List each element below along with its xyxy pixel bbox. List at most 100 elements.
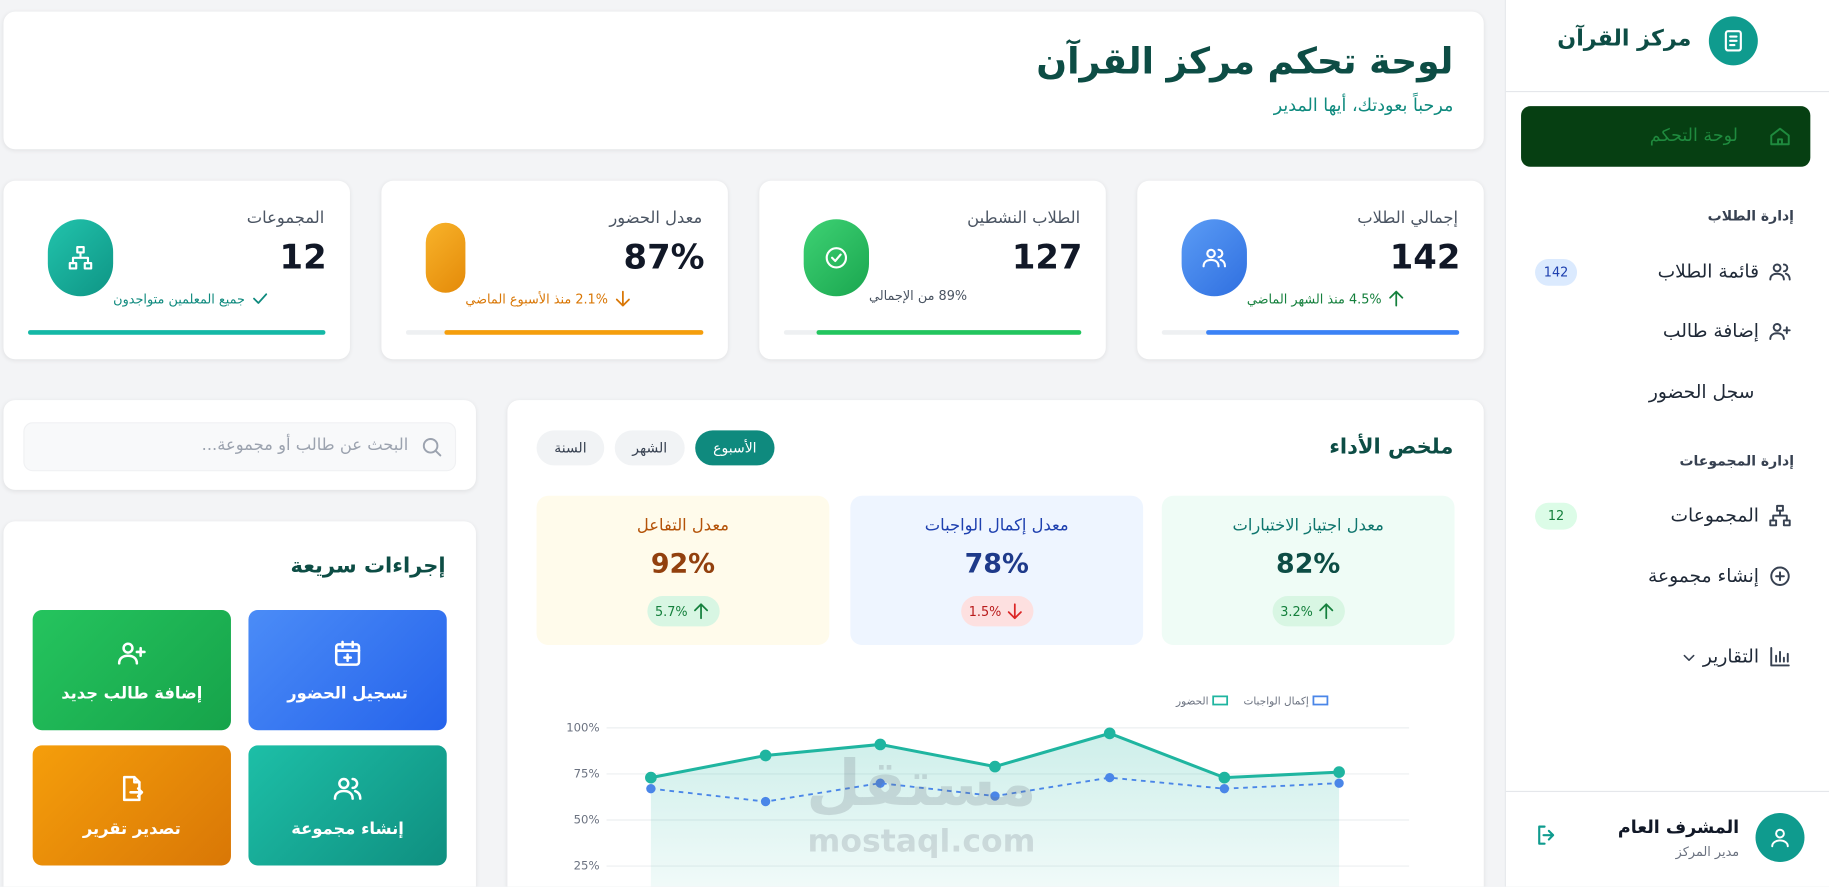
nav-section: إدارة المجموعات — [1679, 452, 1795, 469]
nav-section: إدارة الطلاب — [1707, 207, 1795, 224]
search-input[interactable]: البحث عن طالب أو مجموعة... — [23, 422, 457, 472]
data-point — [1334, 778, 1344, 788]
user-name: المشرف العام — [1617, 816, 1740, 838]
data-point — [1333, 766, 1345, 778]
nav-badge: 12 — [1535, 502, 1578, 530]
nav-label: إنشاء مجموعة — [1647, 564, 1760, 587]
page-title: لوحة تحكم مركز القرآن — [1036, 40, 1454, 83]
nav-item[interactable]: إضافة طالب — [1529, 308, 1809, 355]
data-point — [874, 738, 887, 751]
stat-value: 142 — [1389, 236, 1461, 277]
nav-item[interactable]: إنشاء مجموعة — [1529, 553, 1809, 600]
action-label: تصدير تقرير — [82, 820, 181, 839]
stat-label: الطلاب النشطين — [967, 208, 1081, 228]
logout[interactable] — [1534, 822, 1560, 848]
data-point — [759, 749, 772, 762]
metric-badge: 3.2% — [1272, 596, 1345, 627]
divider — [1505, 790, 1829, 793]
stat-value: 127 — [1011, 236, 1083, 277]
icon — [1769, 263, 1791, 281]
tab[interactable]: الأسبوع — [695, 430, 775, 466]
stat-note-row: جميع المعلمين متواجدون — [113, 288, 270, 309]
icon — [122, 775, 144, 802]
divider — [1505, 90, 1829, 93]
section-title: ملخص الأداء — [1329, 435, 1454, 460]
data-point — [875, 778, 885, 788]
action-label: إضافة طالب جديد — [61, 684, 203, 704]
icon — [694, 603, 709, 620]
icon — [1769, 323, 1791, 341]
stat-note: جميع المعلمين متواجدون — [113, 291, 245, 307]
data-point — [1218, 771, 1231, 784]
data-point — [1105, 772, 1115, 783]
nav-item[interactable]: المجموعات 12 — [1529, 492, 1809, 539]
stat-label: معدل الحضور — [609, 208, 703, 228]
metric-label: معدل اجتياز الاختبارات — [1232, 516, 1384, 536]
icon — [1538, 825, 1555, 845]
action-button[interactable]: تصدير تقرير — [32, 745, 231, 866]
y-tick-label: 75% — [574, 766, 600, 780]
metric-card: معدل اجتياز الاختبارات 82% 3.2% — [1161, 495, 1455, 646]
icon — [253, 293, 268, 304]
area — [650, 733, 1340, 887]
stat-card: معدل الحضور 87% 2.1% منذ الأسبوع الماضي — [381, 180, 728, 360]
action-label: تسجيل الحضور — [287, 684, 408, 704]
tab[interactable]: السنة — [536, 430, 605, 466]
action-button[interactable]: إنشاء مجموعة — [248, 745, 447, 866]
stat-icon — [425, 222, 466, 293]
legend-label: إكمال الواجبات — [1243, 696, 1308, 708]
icon — [1389, 290, 1404, 307]
metric-change: 1.5% — [968, 603, 1002, 619]
icon — [616, 290, 631, 307]
data-point — [1219, 784, 1230, 794]
search-placeholder: البحث عن طالب أو مجموعة... — [201, 436, 409, 455]
icon — [1724, 30, 1742, 52]
nav-label: التقارير — [1702, 645, 1760, 668]
stat-label: المجموعات — [246, 208, 325, 228]
data-point — [760, 796, 771, 807]
action-button[interactable]: تسجيل الحضور — [248, 610, 447, 731]
nav-active[interactable]: لوحة التحكم — [1521, 106, 1811, 167]
user-role: مدير المركز — [1675, 844, 1740, 860]
nav-item[interactable]: التقارير — [1529, 633, 1809, 680]
stat-card: إجمالي الطلاب 142 4.5% منذ الشهر الماضي — [1137, 180, 1484, 360]
icon — [1770, 566, 1790, 586]
stat-value: 87% — [623, 236, 705, 277]
legend-swatch — [1212, 695, 1229, 706]
stat-note: 2.1% منذ الأسبوع الماضي — [465, 291, 608, 307]
y-tick-label: 25% — [574, 859, 600, 873]
nav-label: لوحة التحكم — [1649, 124, 1739, 146]
legend-swatch — [1312, 695, 1329, 706]
icon — [333, 777, 362, 800]
progress-fill — [816, 330, 1082, 335]
nav-item[interactable]: قائمة الطلاب 142 — [1529, 248, 1809, 295]
stat-note: 4.5% منذ الشهر الماضي — [1246, 291, 1382, 307]
stat-label: إجمالي الطلاب — [1357, 208, 1459, 228]
metric-value: 82% — [1276, 549, 1341, 580]
icon — [68, 246, 93, 270]
metric-value: 78% — [964, 549, 1029, 580]
progress-fill — [27, 330, 326, 335]
stat-note-row: 4.5% منذ الشهر الماضي — [1247, 288, 1407, 309]
stat-note-row: 89% من الإجمالي — [869, 288, 967, 303]
action-button[interactable]: إضافة طالب جديد — [32, 610, 231, 731]
metric-change: 5.7% — [654, 603, 688, 619]
brand-logo — [1708, 16, 1758, 66]
nav-item[interactable]: سجل الحضور — [1529, 369, 1809, 416]
legend-label: الحضور — [1175, 696, 1208, 708]
avatar — [1755, 813, 1805, 863]
icon — [1683, 654, 1695, 661]
data-point — [990, 791, 1000, 801]
icon — [422, 438, 442, 457]
tab[interactable]: الشهر — [614, 430, 685, 466]
nav-label: قائمة الطلاب — [1657, 260, 1760, 283]
metric-label: معدل إكمال الواجبات — [924, 516, 1069, 536]
metric-card: معدل التفاعل 92% 5.7% — [536, 495, 830, 646]
progress-fill — [1206, 330, 1460, 335]
stat-icon — [47, 219, 114, 297]
icon — [1769, 504, 1791, 527]
y-tick-label: 50% — [574, 813, 600, 827]
icon — [825, 247, 848, 269]
nav-label: سجل الحضور — [1648, 380, 1755, 403]
